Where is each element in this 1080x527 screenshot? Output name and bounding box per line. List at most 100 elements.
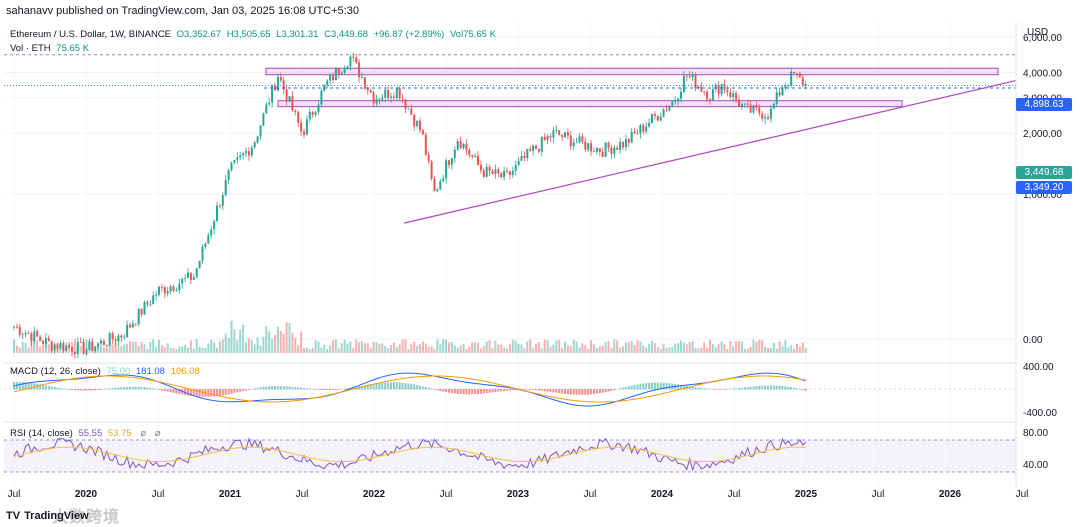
volume-bar xyxy=(706,347,709,353)
volume-bar xyxy=(123,344,126,353)
macd-histogram-bar xyxy=(381,382,384,390)
candle-body xyxy=(207,235,210,244)
visibility-icon[interactable]: ⌀ xyxy=(140,428,147,439)
macd-histogram-bar xyxy=(720,389,723,390)
candle-body xyxy=(239,155,242,158)
macd-histogram-bar xyxy=(311,388,314,390)
macd-histogram-bar xyxy=(677,384,680,390)
candle-body xyxy=(801,77,804,86)
candle-body xyxy=(143,302,146,315)
volume-bar xyxy=(15,345,18,353)
macd-histogram-bar xyxy=(68,389,71,390)
volume-bar xyxy=(378,343,381,353)
macd-histogram-bar xyxy=(700,388,703,390)
candle-body xyxy=(636,133,639,135)
volume-bar xyxy=(552,344,555,353)
macd-histogram-bar xyxy=(532,389,535,391)
macd-histogram-bar xyxy=(274,386,276,390)
volume-bar xyxy=(279,330,282,353)
candle-body xyxy=(569,135,572,147)
volume-bar xyxy=(265,326,268,353)
volume-bar xyxy=(601,346,604,353)
candle-body xyxy=(622,142,624,148)
candle-body xyxy=(497,169,500,174)
candle-body xyxy=(613,147,616,154)
macd-histogram-bar xyxy=(749,386,752,390)
candle-body xyxy=(366,88,369,91)
volume-bar xyxy=(488,340,491,353)
macd-histogram-bar xyxy=(201,389,204,397)
candle-body xyxy=(340,72,343,75)
macd-histogram-bar xyxy=(326,389,329,391)
volume-bar xyxy=(233,329,236,353)
time-tick-label: Jul xyxy=(152,489,165,500)
macd-histogram-bar xyxy=(598,389,601,394)
time-tick-label: Jul xyxy=(872,489,885,500)
time-tick-label: Jul xyxy=(728,489,741,500)
candle-body xyxy=(616,147,619,150)
macd-histogram-bar xyxy=(775,385,778,390)
volume-bar xyxy=(784,339,787,353)
volume-bar xyxy=(578,347,581,353)
macd-histogram-bar xyxy=(668,383,671,390)
low-value: L3,301.31 xyxy=(276,29,319,40)
macd-histogram-bar xyxy=(242,389,245,392)
candle-body xyxy=(245,151,247,154)
macd-histogram-bar xyxy=(462,389,465,395)
candle-body xyxy=(334,68,337,81)
macd-histogram-bar xyxy=(694,387,697,390)
candle-body xyxy=(375,98,378,104)
candle-body xyxy=(47,338,50,342)
macd-histogram-bar xyxy=(790,387,793,390)
volume-bar xyxy=(778,341,781,353)
candle-body xyxy=(575,142,578,144)
macd-histogram-bar xyxy=(369,384,372,390)
candle-body xyxy=(787,85,790,87)
macd-histogram-bar xyxy=(662,382,665,390)
candle-body xyxy=(604,142,607,157)
volume-bar xyxy=(711,344,714,353)
macd-histogram-bar xyxy=(366,384,369,390)
volume-bar xyxy=(311,347,314,353)
volume-bar xyxy=(282,333,285,353)
candle-body xyxy=(76,341,79,355)
candle-body xyxy=(126,324,129,338)
volume-bar xyxy=(671,347,674,353)
candle-body xyxy=(778,92,781,96)
volume-bar xyxy=(427,346,430,353)
volume-bar xyxy=(404,339,407,353)
macd-histogram-bar xyxy=(778,385,781,390)
volume-bar xyxy=(561,347,564,353)
candle-body xyxy=(439,181,442,190)
candle-body xyxy=(424,134,427,155)
volume-bar xyxy=(491,347,494,353)
candle-body xyxy=(242,153,245,156)
volume-bar xyxy=(102,347,105,353)
volume-bar xyxy=(430,346,433,353)
macd-histogram-bar xyxy=(500,389,503,392)
macd-histogram-bar xyxy=(169,389,172,393)
volume-bar xyxy=(100,348,102,353)
volume-bar xyxy=(749,346,752,353)
volume-bar xyxy=(390,344,392,353)
candle-body xyxy=(410,108,413,115)
settings-icon[interactable]: ⌀ xyxy=(154,428,161,439)
volume-bar xyxy=(337,348,340,353)
volume-bar xyxy=(584,345,587,353)
candle-body xyxy=(709,99,711,101)
candle-body xyxy=(140,308,143,315)
tradingview-logo[interactable]: TV TradingView xyxy=(6,510,89,522)
candle-body xyxy=(775,92,778,104)
volume-bar xyxy=(178,346,181,353)
candle-body xyxy=(73,351,76,355)
macd-histogram-bar xyxy=(76,389,79,391)
volume-bar xyxy=(36,340,39,353)
candle-body xyxy=(448,160,450,165)
macd-histogram-bar xyxy=(714,389,717,390)
macd-histogram-bar xyxy=(656,382,659,390)
volume-bar xyxy=(239,329,242,353)
volume-bar xyxy=(471,342,474,353)
price-chart[interactable]: 6,000.004,000.003,000.002,000.001,000.00… xyxy=(4,22,1078,502)
volume-bar xyxy=(468,346,471,353)
candle-body xyxy=(259,125,262,137)
